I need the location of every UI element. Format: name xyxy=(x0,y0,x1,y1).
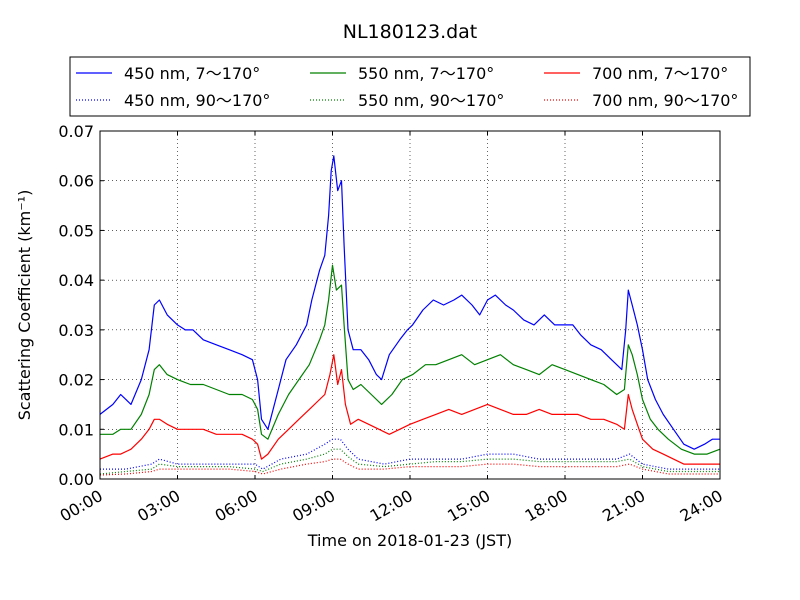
y-axis: 0.00 0.01 0.02 0.03 0.04 0.05 0.06 0.07 xyxy=(58,122,720,489)
y-tick-label: 0.01 xyxy=(58,420,94,439)
y-axis-label: Scattering Coefficient (km⁻¹) xyxy=(15,190,34,421)
series-line-3 xyxy=(100,438,720,470)
legend-label-0: 450 nm, 7～170° xyxy=(124,64,260,83)
legend-label-2: 700 nm, 7～170° xyxy=(592,64,728,83)
series-line-0 xyxy=(99,155,720,450)
x-tick-label: 03:00 xyxy=(134,486,183,526)
y-tick-label: 0.00 xyxy=(58,470,94,489)
x-tick-label: 18:00 xyxy=(522,486,571,526)
legend-label-5: 700 nm, 90～170° xyxy=(592,91,738,110)
x-tick-label: 24:00 xyxy=(677,486,726,526)
plot-area: 00:00 03:00 06:00 09:00 12:00 15:00 18:00 21:00… xyxy=(57,122,726,526)
x-tick-label: 09:00 xyxy=(289,486,338,526)
y-tick-label: 0.07 xyxy=(58,122,94,141)
x-tick-label: 06:00 xyxy=(212,486,261,526)
legend-label-1: 550 nm, 7～170° xyxy=(358,64,494,83)
series-layer xyxy=(99,155,721,476)
series-line-5 xyxy=(99,458,720,476)
series-line-2 xyxy=(99,354,720,465)
legend-label-3: 450 nm, 90～170° xyxy=(124,91,270,110)
x-tick-label: 00:00 xyxy=(57,486,106,526)
grid xyxy=(100,131,720,479)
x-tick-label: 12:00 xyxy=(367,486,416,526)
legend-label-4: 550 nm, 90～170° xyxy=(358,91,504,110)
legend: 450 nm, 7～170° 550 nm, 7～170° 700 nm, 7～17… xyxy=(69,56,751,117)
series-line-4 xyxy=(99,448,720,475)
y-tick-label: 0.03 xyxy=(58,321,94,340)
chart-title: NL180123.dat xyxy=(343,21,478,43)
y-tick-label: 0.06 xyxy=(58,172,94,191)
x-tick-label: 15:00 xyxy=(444,486,493,526)
x-tick-label: 21:00 xyxy=(599,486,648,526)
y-tick-label: 0.02 xyxy=(58,371,94,390)
series-line-1 xyxy=(100,264,721,455)
legend-box xyxy=(69,56,751,117)
y-tick-label: 0.04 xyxy=(58,271,94,290)
x-axis-label: Time on 2018-01-23 (JST) xyxy=(307,531,512,550)
y-tick-label: 0.05 xyxy=(58,221,94,240)
